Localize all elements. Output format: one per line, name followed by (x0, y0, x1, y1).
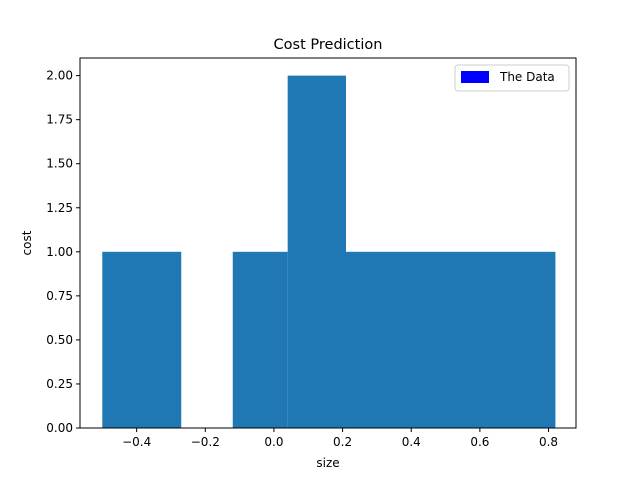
legend-swatch (461, 71, 489, 83)
x-tick-label: 0.2 (333, 435, 352, 449)
bar-2 (287, 75, 347, 428)
y-tick-label: 0.25 (46, 377, 73, 391)
y-tick-label: 1.00 (46, 245, 73, 259)
x-tick-label: −0.4 (122, 435, 151, 449)
bar-0 (102, 251, 182, 428)
legend: The Data (454, 64, 570, 92)
y-tick-label: 1.75 (46, 113, 73, 127)
y-tick-label: 0.00 (46, 421, 73, 435)
legend-label: The Data (499, 70, 555, 84)
bar-3 (346, 251, 556, 428)
x-tick-label: −0.2 (191, 435, 220, 449)
plot-frame (79, 57, 577, 429)
y-axis: 0.00 0.25 0.50 0.75 1.00 1.25 1.50 1.75 2.00 (46, 69, 80, 435)
x-tick-label: 0.6 (470, 435, 489, 449)
bars (102, 75, 556, 428)
x-tick-label: 0.4 (402, 435, 421, 449)
y-tick-label: 1.50 (46, 157, 73, 171)
x-axis: −0.4 −0.2 0.0 0.2 0.4 0.6 0.8 (122, 428, 558, 449)
chart-title: Cost Prediction (274, 37, 383, 53)
x-axis-label: size (316, 456, 339, 470)
bar-1 (232, 251, 288, 428)
y-tick-label: 0.75 (46, 289, 73, 303)
y-tick-label: 1.25 (46, 201, 73, 215)
x-tick-label: 0.0 (264, 435, 283, 449)
x-tick-label: 0.8 (539, 435, 558, 449)
y-tick-label: 0.50 (46, 333, 73, 347)
y-axis-label: cost (20, 230, 34, 255)
y-tick-label: 2.00 (46, 69, 73, 83)
